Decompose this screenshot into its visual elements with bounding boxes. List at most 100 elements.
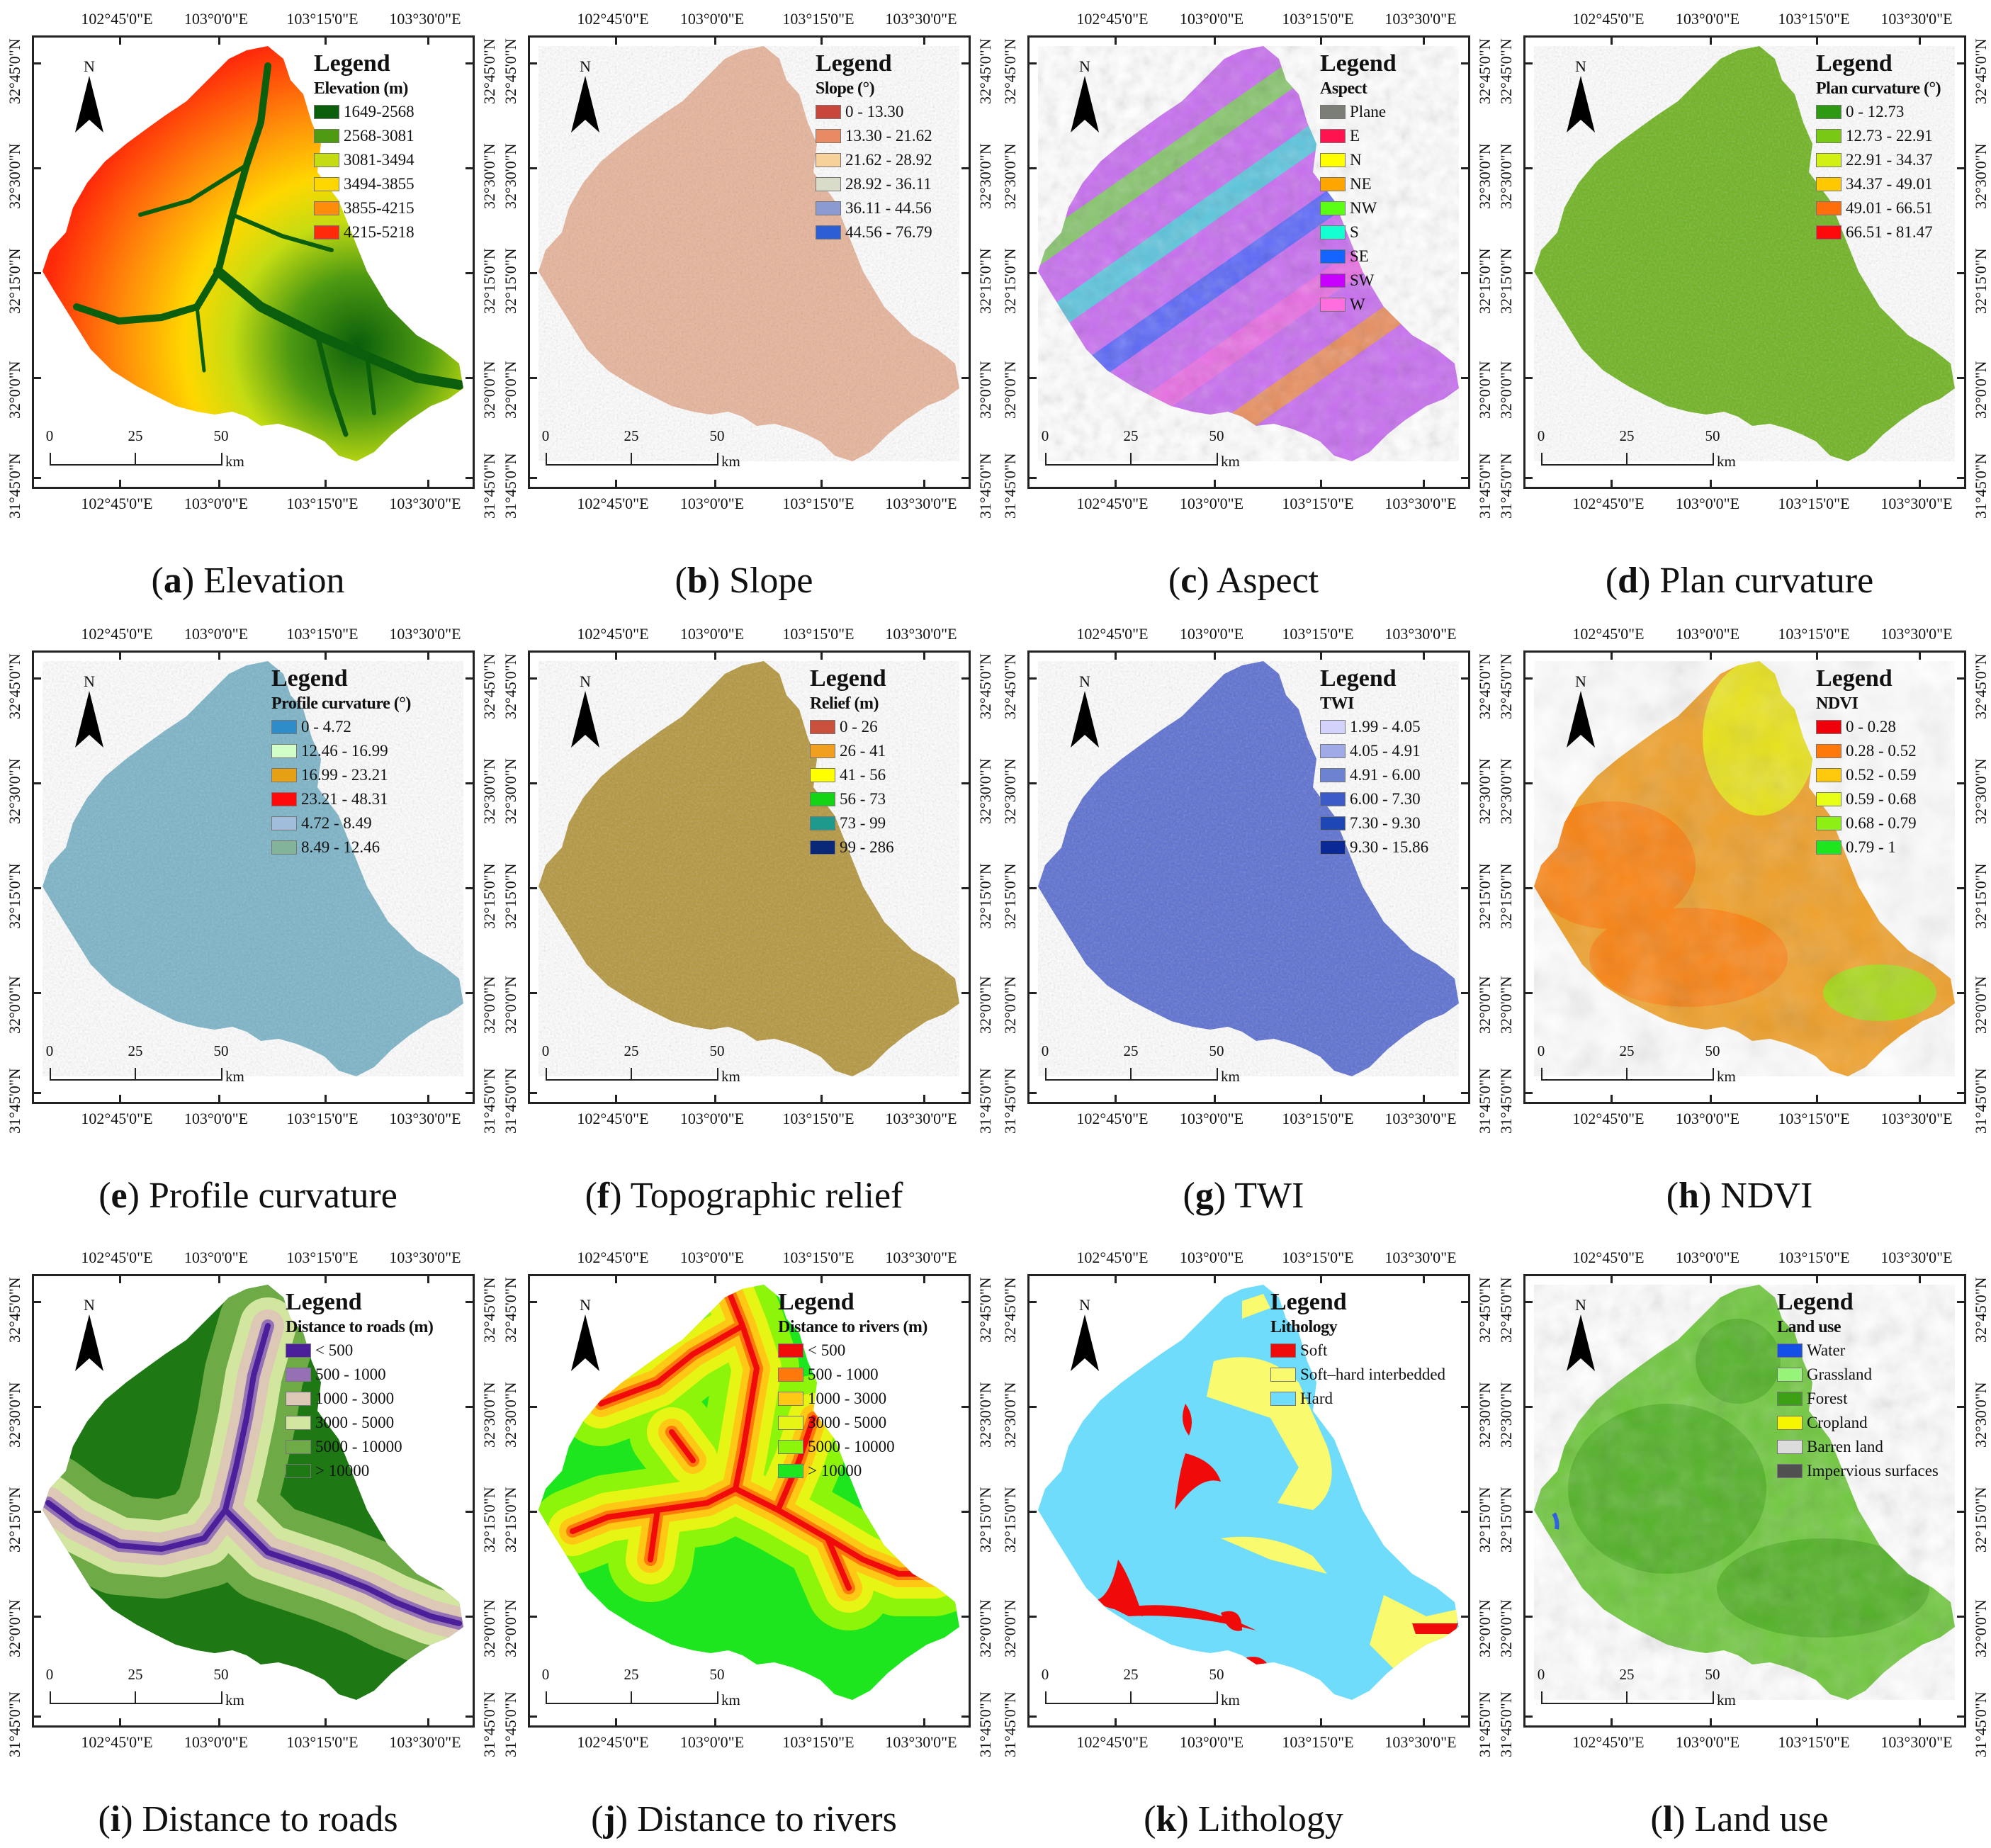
legend-swatch (1816, 201, 1841, 215)
latitude-label: 32°45'0"N (1001, 1277, 1019, 1343)
map-panel-c: 102°45'0"E 103°0'0"E 103°15'0"E 103°30'0"E … (996, 0, 1494, 609)
north-label: N (580, 57, 591, 75)
watershed-map (1534, 46, 1955, 461)
north-arrow: N (68, 57, 111, 136)
scale-tick: 0 (1041, 1042, 1049, 1059)
map-legend: Legend Aspect Plane E N NE NW (1320, 50, 1397, 317)
legend-heading: Profile curvature (°) (271, 694, 411, 713)
legend-item: 0.52 - 0.59 (1816, 763, 1917, 787)
top-longitude-axis: 102°45'0"E 103°0'0"E 103°15'0"E 103°30'0"E (32, 625, 475, 646)
legend-heading: Lithology (1270, 1318, 1338, 1336)
latitude-label: 31°45'0"N (6, 453, 23, 519)
legend-swatch (816, 177, 841, 191)
scale-tick: 25 (128, 1666, 143, 1683)
right-latitude-axis: 32°45'0"N 32°30'0"N 32°15'0"N 32°0'0"N 31°45… (976, 35, 998, 519)
legend-item-label: 0.59 - 0.68 (1846, 790, 1917, 808)
longitude-label: 102°45'0"E (577, 495, 649, 512)
top-longitude-axis: 102°45'0"E 103°0'0"E 103°15'0"E 103°30'0"E (32, 10, 475, 31)
legend-item: 12.73 - 22.91 (1816, 124, 1941, 148)
map-frame: N 0 25 50 km Legend Slope (°) (528, 35, 971, 489)
caption-letter: a (163, 560, 182, 601)
scale-unit: km (1717, 1691, 1736, 1708)
legend-item-label: < 500 (315, 1341, 354, 1359)
legend-item-label: > 10000 (808, 1462, 862, 1480)
map-panel-a: 102°45'0"E 103°0'0"E 103°15'0"E 103°30'0"E … (0, 0, 498, 609)
legend-item: SW (1320, 269, 1397, 293)
legend-item-label: 6.00 - 7.30 (1350, 790, 1421, 808)
latitude-label: 32°15'0"N (1972, 248, 1990, 314)
map-panel-i: 102°45'0"E 103°0'0"E 103°15'0"E 103°30'0"E … (0, 1239, 498, 1848)
legend-swatch (1816, 840, 1841, 855)
legend-item-label: 13.30 - 21.62 (845, 127, 932, 145)
legend-item-label: 44.56 - 76.79 (845, 223, 932, 241)
legend-item: N (1320, 148, 1397, 172)
legend-swatch (314, 129, 339, 143)
latitude-label: 32°15'0"N (6, 863, 23, 929)
legend-swatch (1816, 816, 1841, 830)
longitude-label: 102°45'0"E (81, 495, 153, 512)
legend-swatch (1777, 1464, 1803, 1478)
latitude-label: 32°15'0"N (976, 863, 994, 929)
legend-item-label: 73 - 99 (840, 814, 886, 832)
latitude-label: 32°30'0"N (976, 143, 994, 209)
legend-item: 99 - 286 (810, 835, 894, 860)
latitude-label: 32°0'0"N (1001, 1599, 1019, 1657)
legend-swatch (810, 816, 835, 830)
latitude-label: 31°45'0"N (6, 1691, 23, 1757)
north-label: N (1079, 57, 1090, 75)
latitude-label: 32°15'0"N (1001, 863, 1019, 929)
north-arrow-icon (75, 1314, 103, 1371)
legend-item: 1649-2568 (314, 100, 414, 124)
legend-item: 3081-3494 (314, 148, 414, 172)
longitude-label: 102°45'0"E (1572, 495, 1645, 512)
legend-item-label: 0 - 0.28 (1846, 718, 1896, 736)
legend-item-label: 0 - 26 (840, 718, 878, 736)
longitude-label: 103°30'0"E (389, 1249, 461, 1266)
legend-item: 12.46 - 16.99 (271, 739, 411, 763)
latitude-label: 32°0'0"N (502, 361, 519, 419)
legend-item-label: SE (1350, 247, 1369, 265)
longitude-label: 103°30'0"E (1880, 495, 1953, 512)
legend-item-label: 0.68 - 0.79 (1846, 814, 1917, 832)
watershed-map (538, 1285, 959, 1700)
legend-swatch (1777, 1416, 1803, 1430)
longitude-label: 103°0'0"E (1179, 625, 1244, 643)
latitude-label: 32°15'0"N (976, 248, 994, 314)
latitude-label: 32°0'0"N (1497, 1599, 1515, 1657)
caption-letter: k (1156, 1799, 1177, 1839)
map-frame: N 0 25 50 km Legend TWI 1. (1027, 650, 1470, 1104)
longitude-label: 102°45'0"E (81, 1249, 153, 1266)
legend-swatch (1816, 105, 1841, 119)
longitude-label: 102°45'0"E (1572, 10, 1645, 28)
longitude-label: 103°15'0"E (1282, 1249, 1354, 1266)
legend-item-label: E (1350, 127, 1360, 145)
longitude-label: 103°15'0"E (1282, 495, 1354, 512)
latitude-label: 32°15'0"N (1001, 248, 1019, 314)
legend-item: 0 - 13.30 (816, 100, 932, 124)
latitude-label: 32°15'0"N (1001, 1487, 1019, 1553)
longitude-label: 103°0'0"E (1675, 1110, 1740, 1127)
scale-bar: 0 25 50 km (1538, 1042, 1754, 1092)
longitude-label: 103°15'0"E (286, 1733, 359, 1751)
map-legend: Legend Elevation (m) 1649-2568 2568-3081… (314, 50, 414, 244)
legend-item-label: Grassland (1807, 1365, 1872, 1383)
top-longitude-axis: 102°45'0"E 103°0'0"E 103°15'0"E 103°30'0"E (1027, 10, 1470, 31)
longitude-label: 102°45'0"E (1076, 10, 1149, 28)
watershed-map (43, 46, 463, 461)
scale-unit: km (721, 453, 740, 470)
legend-swatch (271, 720, 297, 734)
longitude-label: 103°15'0"E (286, 495, 359, 512)
panel-caption: (j) Distance to rivers (591, 1799, 897, 1839)
legend-swatch (778, 1464, 803, 1478)
legend-item-label: S (1350, 223, 1359, 241)
watershed-map (43, 1285, 463, 1700)
caption-text: Profile curvature (148, 1176, 397, 1216)
scale-unit: km (1221, 1691, 1240, 1708)
map-panel-k: 102°45'0"E 103°0'0"E 103°15'0"E 103°30'0"E … (996, 1239, 1494, 1848)
longitude-label: 103°15'0"E (782, 495, 855, 512)
north-arrow-icon (1567, 1314, 1595, 1371)
legend-item: > 10000 (286, 1459, 433, 1483)
longitude-label: 103°0'0"E (1675, 495, 1740, 512)
legend-swatch (778, 1440, 803, 1454)
longitude-label: 103°30'0"E (1384, 10, 1457, 28)
